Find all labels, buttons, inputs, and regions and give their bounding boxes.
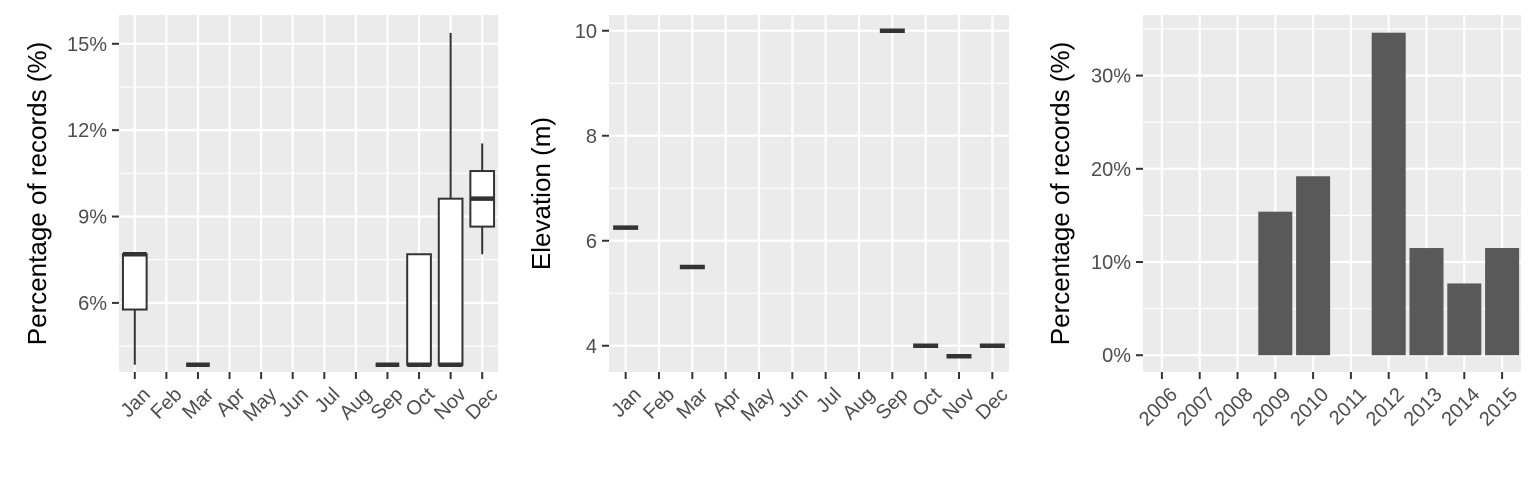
x-tick-label: Sep (367, 384, 408, 425)
bar-2010 (1296, 176, 1331, 356)
x-tick-label: Mar (673, 383, 713, 423)
y-axis-title: Percentage of records (%) (1045, 42, 1075, 345)
box-iqr (437, 197, 464, 366)
x-tick-label: May (737, 384, 779, 426)
panel-background (119, 15, 498, 372)
x-tick-label: Feb (147, 384, 187, 424)
box-oct (406, 253, 432, 368)
x-tick-label: Aug (335, 384, 376, 425)
x-tick-label: 2013 (1400, 384, 1447, 431)
x-tick-label: 2010 (1286, 384, 1333, 431)
x-tick-label: Apr (708, 383, 746, 421)
x-tick-label: Jan (117, 384, 155, 422)
y-tick-label: 6% (78, 293, 107, 315)
y-tick-label: 20% (1091, 159, 1131, 181)
y-tick-label: 4 (586, 336, 597, 358)
y-tick-label: 10% (1091, 252, 1131, 274)
y-tick-label: 30% (1091, 66, 1131, 88)
bar-2015 (1485, 248, 1520, 356)
y-tick-label: 8 (586, 126, 597, 148)
x-tick-label: 2007 (1173, 384, 1220, 431)
x-tick-label: 2011 (1325, 384, 1371, 430)
y-axis-title: Percentage of records (%) (22, 42, 52, 345)
x-tick-label: Oct (908, 383, 946, 421)
panel-yearly-percentage: 0%10%20%30%20062007200820092010201120122… (1045, 15, 1522, 431)
bar-2009 (1258, 211, 1293, 356)
x-tick-label: Dec (462, 384, 503, 425)
x-tick-label: 2009 (1248, 384, 1295, 431)
box-dec (469, 143, 496, 255)
bar-2013 (1409, 248, 1444, 356)
box-nov (437, 32, 464, 368)
box-iqr (121, 253, 148, 311)
x-tick-label: 2014 (1437, 384, 1484, 431)
x-tick-label: Jun (274, 384, 312, 422)
bar-2014 (1447, 283, 1482, 356)
x-tick-label: Sep (872, 384, 913, 425)
x-tick-label: Jan (607, 384, 645, 422)
x-tick-label: 2006 (1135, 384, 1182, 431)
x-tick-label: Oct (402, 383, 440, 421)
bar-2012 (1371, 32, 1406, 356)
box-iqr (406, 253, 432, 366)
x-tick-label: Dec (972, 384, 1013, 425)
x-tick-label: Mar (178, 383, 218, 423)
x-tick-label: Jun (774, 384, 812, 422)
y-tick-label: 10 (575, 21, 597, 43)
x-tick-label: Aug (838, 384, 879, 425)
x-tick-label: 2008 (1211, 384, 1258, 431)
panel-background (609, 15, 1009, 372)
y-tick-label: 9% (78, 207, 107, 229)
x-tick-label: Nov (938, 384, 979, 425)
x-tick-label: 2012 (1362, 384, 1409, 431)
panel-monthly-percentage: 6%9%12%15%JanFebMarAprMayJunJulAugSepOct… (22, 15, 502, 426)
x-tick-label: Nov (430, 384, 471, 425)
y-axis-title: Elevation (m) (526, 117, 556, 270)
y-tick-label: 12% (67, 120, 107, 142)
y-tick-label: 15% (67, 34, 107, 56)
box-jan (121, 251, 148, 365)
x-tick-label: Feb (639, 384, 679, 424)
y-tick-label: 0% (1102, 345, 1131, 367)
y-tick-label: 6 (586, 231, 597, 253)
x-tick-label: 2015 (1475, 384, 1522, 431)
